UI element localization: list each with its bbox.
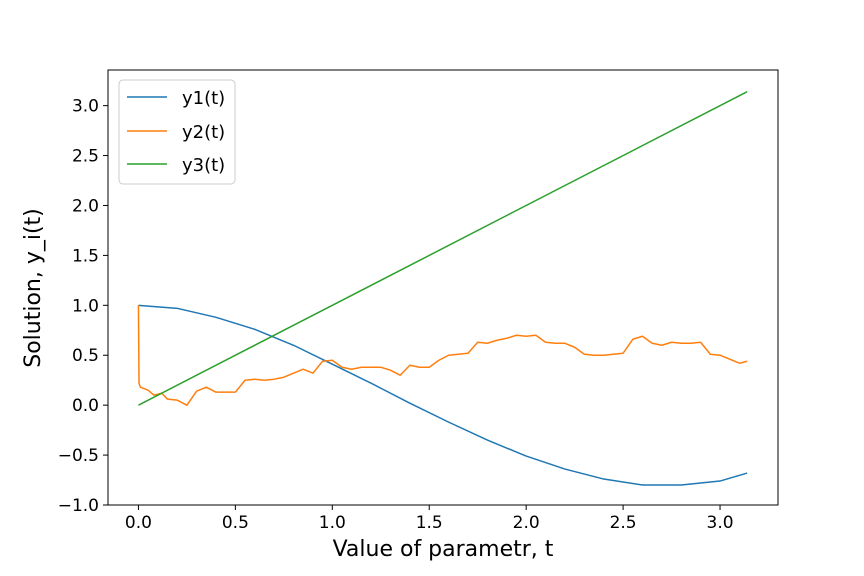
legend-label-y2: y2(t) [182, 122, 225, 143]
legend-box [118, 79, 236, 185]
legend-label-y3: y3(t) [182, 155, 225, 176]
series-layer [137, 91, 748, 486]
x-tick-label: 1.5 [416, 513, 443, 533]
x-axis-ticks: 0.0 0.5 1.0 1.5 2.0 2.5 3.0 [125, 505, 734, 533]
series-line-y3 [138, 91, 748, 406]
y-axis-ticks: −1.0 −0.5 0.0 0.5 1.0 1.5 2.0 2.5 3.0 [58, 97, 108, 516]
y-tick-label: 1.5 [72, 246, 99, 266]
y-tick-label: 2.5 [72, 147, 99, 167]
y-axis-label: Solution, y_i(t) [21, 208, 46, 368]
x-tick-label: 0.5 [222, 513, 249, 533]
y-tick-label: 1.0 [72, 296, 99, 316]
x-tick-label: 3.0 [707, 513, 734, 533]
x-axis-label-text: Value of parametr, t [333, 537, 554, 562]
x-tick-label: 1.0 [319, 513, 346, 533]
legend-label-y1: y1(t) [182, 88, 225, 109]
y-tick-label: −1.0 [58, 496, 99, 516]
series-line-y2 [137, 305, 748, 406]
y-axis-label-text: Solution, y_i(t) [21, 208, 46, 368]
y-tick-label: 2.0 [72, 196, 99, 216]
y-tick-label: 3.0 [72, 97, 99, 117]
legend: y1(t) y2(t) y3(t) [118, 79, 236, 185]
x-axis-label: Value of parametr, t [333, 537, 554, 562]
y-tick-label: 0.0 [72, 396, 99, 416]
x-tick-label: 2.0 [513, 513, 540, 533]
x-tick-label: 2.5 [610, 513, 637, 533]
x-tick-label: 0.0 [125, 513, 152, 533]
y-tick-label: −0.5 [58, 446, 99, 466]
series-line-y1 [138, 304, 748, 486]
y-tick-label: 0.5 [72, 346, 99, 366]
